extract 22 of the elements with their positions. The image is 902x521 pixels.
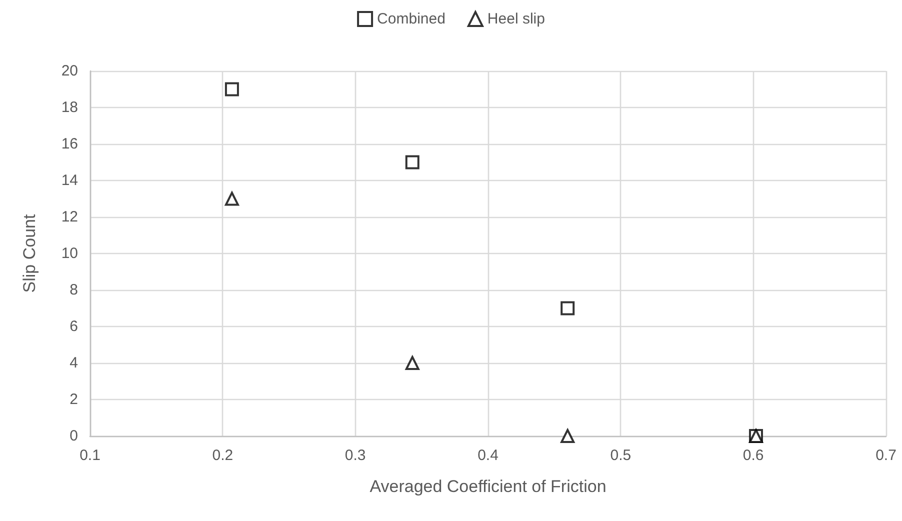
x-axis-title: Averaged Coefficient of Friction <box>370 477 606 496</box>
y-tick-label: 16 <box>61 136 78 152</box>
x-tick-label: 0.3 <box>344 447 366 464</box>
x-tick-label: 0.7 <box>876 447 896 464</box>
x-tick-label: 0.5 <box>610 447 632 464</box>
y-tick-label: 18 <box>61 99 78 116</box>
x-tick-label: 0.6 <box>742 447 764 464</box>
legend-label: Heel slip <box>487 10 545 28</box>
y-tick-label: 14 <box>61 172 78 189</box>
y-tick-label: 6 <box>70 318 78 335</box>
x-tick-label: 0.4 <box>478 447 498 464</box>
y-axis-title: Slip Count <box>20 214 39 293</box>
y-tick-label: 2 <box>70 391 78 408</box>
y-tick-label: 8 <box>70 282 78 298</box>
legend-label: Combined <box>377 10 446 28</box>
y-tick-label: 20 <box>61 62 78 80</box>
x-tick-label: 0.2 <box>212 447 234 464</box>
y-tick-label: 12 <box>61 208 78 226</box>
y-tick-label: 0 <box>70 428 78 444</box>
y-tick-label: 10 <box>61 245 78 262</box>
x-tick-label: 0.1 <box>80 447 100 464</box>
y-tick-label: 4 <box>70 354 78 372</box>
